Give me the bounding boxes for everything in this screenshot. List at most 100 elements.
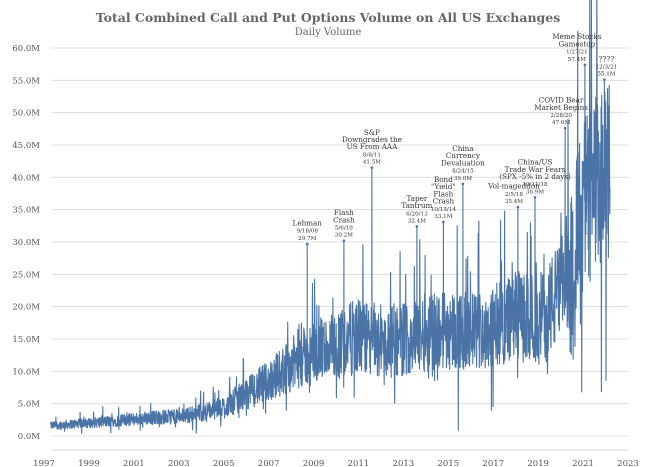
y-tick-label: 5.0M <box>18 400 41 410</box>
annotation-value: 33.1M <box>434 214 452 220</box>
annotation-marker <box>442 220 445 224</box>
annotation-label: COVID Bear <box>539 96 584 105</box>
annotation-label: S&P <box>364 128 380 137</box>
annotation-value: 32.4M <box>408 218 426 224</box>
y-tick-label: 35.0M <box>12 206 40 216</box>
annotation-label: Tantrum <box>401 201 432 210</box>
annotation-label: Flash <box>433 189 453 198</box>
x-tick-label: 2013 <box>393 459 415 467</box>
annotation-label: Trade War Fears <box>505 165 566 174</box>
annotation-label: Taper <box>406 194 427 203</box>
x-tick-label: 2005 <box>213 459 235 467</box>
chart-title: Total Combined Call and Put Options Volu… <box>96 10 561 25</box>
annotation-label: ???? <box>599 54 615 63</box>
x-tick-label: 2015 <box>437 459 459 467</box>
annotation-label: China <box>452 144 474 153</box>
annotation-label: Flash <box>334 208 354 217</box>
annotations: Lehman9/18/0829.7MFlashCrash5/6/1030.2MS… <box>293 32 618 246</box>
annotation-value: 55.1M <box>597 72 615 78</box>
annotation-marker <box>516 205 520 209</box>
annotation-marker <box>370 166 374 169</box>
annotation-value: 35.4M <box>505 199 523 205</box>
annotation-label: "Yield" <box>431 182 456 191</box>
x-tick-label: 2021 <box>572 459 594 467</box>
x-tick-label: 2023 <box>617 459 639 467</box>
x-axis: 1997 1999 2001 2003 2005 2007 2009 2011 2013 2015… <box>33 449 639 467</box>
annotation-marker <box>305 242 309 246</box>
annotation-value: 8/24/15 <box>452 169 474 175</box>
x-tick-label: 2001 <box>123 459 145 467</box>
annotation-label: Crash <box>433 197 455 206</box>
annotation-value: 2/28/20 <box>550 113 572 119</box>
annotation-value: 36.9M <box>526 189 544 195</box>
annotation-value: 6/20/13 <box>406 211 428 217</box>
y-axis: 0.0M 5.0M 10.0M 15.0M 20.0M 25.0M 30.0M 35.0M 40… <box>12 44 40 442</box>
annotation-marker <box>461 182 465 186</box>
y-tick-label: 20.0M <box>12 303 40 313</box>
annotation-label: Gamestop <box>559 39 596 48</box>
annotation-label: Downgrades the <box>342 135 402 144</box>
y-tick-label: 55.0M <box>12 76 40 86</box>
annotation-label: US From AAA <box>347 142 398 151</box>
annotation-value: 9/18/08 <box>296 229 318 235</box>
annotation-label: Vol-mageddon <box>487 182 540 191</box>
y-tick-label: 50.0M <box>12 109 40 119</box>
annotation-value: 10/11/18 <box>522 182 548 188</box>
annotation-marker <box>583 63 587 67</box>
annotation-value: 47.6M <box>552 120 570 126</box>
annotation-value: 39.0M <box>454 176 472 182</box>
annotation-value: 29.7M <box>298 236 316 242</box>
annotation-marker <box>342 239 346 243</box>
annotation-label: Devaluation <box>441 158 485 167</box>
x-tick-label: 2003 <box>168 459 190 467</box>
x-tick-label: 2019 <box>527 459 549 467</box>
series-volume <box>50 0 611 434</box>
annotation-marker <box>415 225 419 228</box>
y-tick-label: 40.0M <box>12 173 40 183</box>
annotation-label: China/US <box>518 158 553 167</box>
x-tick-label: 2017 <box>482 459 504 467</box>
y-tick-label: 10.0M <box>12 367 40 377</box>
annotation-value: 8/8/11 <box>363 152 381 158</box>
y-tick-label: 60.0M <box>12 44 40 54</box>
annotation-value: 30.2M <box>335 233 353 239</box>
annotation-value: 12/3/21 <box>596 64 618 70</box>
annotation-marker <box>603 78 606 81</box>
annotation-value: 1/27/21 <box>566 50 588 56</box>
x-tick-label: 2011 <box>348 459 370 467</box>
annotation-label: Market Begins <box>534 103 588 112</box>
annotation-label: Lehman <box>293 219 323 228</box>
annotation-value: 10/15/14 <box>431 207 457 213</box>
y-tick-label: 30.0M <box>12 238 40 248</box>
annotation-value: 57.4M <box>568 57 586 63</box>
series-line <box>50 0 611 434</box>
annotation-marker <box>563 126 567 130</box>
annotation-label: (SPX -5% in 2 days) <box>499 172 571 181</box>
chart-subtitle: Daily Volume <box>295 27 362 38</box>
x-tick-label: 1999 <box>78 459 100 467</box>
annotation-value: 5/6/10 <box>335 226 353 232</box>
annotation-label: Currency <box>446 151 481 160</box>
annotation-label: Crash <box>333 215 355 224</box>
x-tick-label: 2009 <box>303 459 325 467</box>
x-tick-label: 1997 <box>33 459 55 467</box>
annotation: ????12/3/21 55.1M <box>596 54 618 81</box>
y-tick-label: 25.0M <box>12 270 40 280</box>
x-tick-label: 2007 <box>258 459 280 467</box>
annotation-label: Bond <box>434 175 453 184</box>
annotation-label: Meme Stocks <box>552 32 601 41</box>
y-tick-label: 15.0M <box>12 335 40 345</box>
gridlines <box>52 47 628 437</box>
y-tick-label: 45.0M <box>12 141 40 151</box>
